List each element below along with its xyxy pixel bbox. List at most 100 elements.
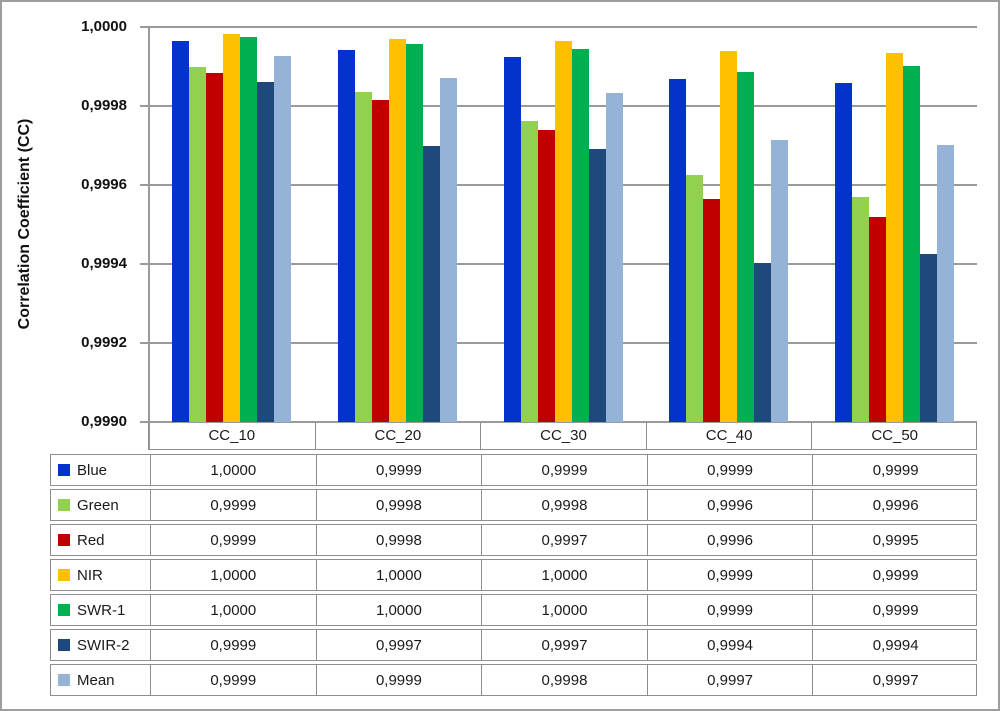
x-axis-line	[140, 421, 977, 423]
table-value-cell: 0,9997	[812, 665, 978, 695]
table-row-swir-2: SWIR-2 0,9999 0,9997 0,9997 0,9994 0,9994	[50, 629, 977, 661]
category-label-cc_10: CC_10	[208, 427, 256, 444]
bar-nir-cc_20	[388, 38, 406, 422]
bar-nir-cc_10	[223, 34, 241, 422]
table-value-cell: 0,9995	[812, 525, 978, 555]
bar-mean-cc_10	[274, 55, 292, 422]
bar-mean-cc_40	[771, 140, 789, 422]
bar-blue-cc_40	[669, 79, 687, 422]
legend-swatch-red	[58, 534, 70, 546]
table-value-cell: 0,9999	[150, 630, 316, 660]
y-tick-label: 1,0000	[81, 18, 127, 35]
table-value-cell: 1,0000	[481, 560, 647, 590]
y-tick-label: 0,9994	[81, 255, 127, 272]
bar-green-cc_30	[520, 120, 538, 422]
table-value-cell: 1,0000	[150, 595, 316, 625]
bar-nir-cc_50	[885, 52, 903, 422]
y-gridline	[149, 26, 977, 28]
table-row-green: Green 0,9999 0,9998 0,9998 0,9996 0,9996	[50, 489, 977, 521]
bar-swir-2-cc_40	[754, 262, 772, 422]
legend-cell: Red	[51, 525, 150, 555]
legend-label: SWIR-2	[77, 636, 130, 654]
legend-swatch-swir-2	[58, 639, 70, 651]
table-value-cell: 0,9999	[481, 455, 647, 485]
bar-green-cc_40	[686, 174, 704, 422]
bar-swir-2-cc_30	[588, 149, 606, 422]
bar-nir-cc_30	[554, 41, 572, 422]
bar-swir-2-cc_20	[422, 145, 440, 422]
table-value-cell: 0,9997	[315, 630, 482, 660]
legend-label: Mean	[77, 671, 115, 689]
bar-swir-2-cc_10	[257, 81, 275, 422]
y-tick-label: 0,9992	[81, 334, 127, 351]
bar-swr-1-cc_40	[737, 72, 755, 422]
category-label-cc_40: CC_40	[645, 422, 812, 449]
category-label-cc_20: CC_20	[314, 422, 481, 449]
legend-label: Green	[77, 496, 119, 514]
bar-red-cc_10	[206, 72, 224, 422]
legend-label: NIR	[77, 566, 103, 584]
legend-swatch-swr-1	[58, 604, 70, 616]
legend-label: Red	[77, 531, 105, 549]
table-value-cell: 0,9994	[646, 630, 813, 660]
legend-cell: SWR-1	[51, 595, 150, 625]
table-value-cell: 0,9999	[812, 455, 978, 485]
bar-nir-cc_40	[720, 51, 738, 422]
bar-swr-1-cc_10	[240, 37, 258, 422]
bar-red-cc_50	[868, 216, 886, 422]
bar-green-cc_10	[189, 66, 207, 422]
bar-green-cc_20	[354, 92, 372, 422]
table-value-cell: 0,9997	[646, 665, 813, 695]
table-value-cell: 0,9999	[150, 665, 316, 695]
legend-cell: SWIR-2	[51, 630, 150, 660]
legend-swatch-nir	[58, 569, 70, 581]
table-value-cell: 0,9996	[812, 490, 978, 520]
table-row-mean: Mean 0,9999 0,9999 0,9998 0,9997 0,9997	[50, 664, 977, 696]
bar-red-cc_30	[537, 130, 555, 422]
y-tick-label: 0,9990	[81, 413, 127, 430]
legend-swatch-green	[58, 499, 70, 511]
table-value-cell: 0,9996	[646, 490, 813, 520]
table-value-cell: 1,0000	[315, 595, 482, 625]
table-value-cell: 0,9998	[315, 525, 482, 555]
bar-blue-cc_50	[834, 82, 852, 422]
table-value-cell: 0,9998	[481, 490, 647, 520]
legend-cell: Green	[51, 490, 150, 520]
bar-swir-2-cc_50	[919, 254, 937, 422]
bar-swr-1-cc_30	[571, 48, 589, 422]
y-tick-mark	[140, 342, 149, 344]
bar-blue-cc_20	[337, 49, 355, 422]
bar-blue-cc_30	[503, 57, 521, 422]
legend-swatch-blue	[58, 464, 70, 476]
table-value-cell: 0,9999	[812, 595, 978, 625]
table-value-cell: 1,0000	[315, 560, 482, 590]
y-axis-title: Correlation Coefficient (CC)	[16, 118, 33, 330]
bar-green-cc_50	[851, 197, 869, 422]
table-value-cell: 0,9999	[646, 560, 813, 590]
table-row-blue: Blue 1,0000 0,9999 0,9999 0,9999 0,9999	[50, 454, 977, 486]
table-value-cell: 0,9999	[812, 560, 978, 590]
y-tick-mark	[140, 105, 149, 107]
table-value-cell: 0,9996	[646, 525, 813, 555]
category-label-cc_50: CC_50	[811, 422, 977, 449]
legend-cell: NIR	[51, 560, 150, 590]
bar-mean-cc_50	[936, 145, 954, 422]
table-value-cell: 0,9999	[646, 455, 813, 485]
legend-cell: Mean	[51, 665, 150, 695]
legend-swatch-mean	[58, 674, 70, 686]
y-axis-line	[148, 26, 150, 449]
table-value-cell: 0,9997	[481, 630, 647, 660]
bar-mean-cc_30	[605, 92, 623, 422]
bar-mean-cc_20	[439, 78, 457, 422]
table-value-cell: 0,9999	[150, 525, 316, 555]
y-tick-label: 0,9996	[81, 176, 127, 193]
table-row-red: Red 0,9999 0,9998 0,9997 0,9996 0,9995	[50, 524, 977, 556]
table-value-cell: 1,0000	[150, 455, 316, 485]
table-value-cell: 0,9999	[315, 455, 482, 485]
category-row-box: CC_10 CC_20 CC_30 CC_40 CC_50	[148, 422, 977, 450]
y-tick-mark	[140, 184, 149, 186]
table-value-cell: 1,0000	[481, 595, 647, 625]
y-tick-mark	[140, 26, 149, 28]
table-row-swr-1: SWR-1 1,0000 1,0000 1,0000 0,9999 0,9999	[50, 594, 977, 626]
